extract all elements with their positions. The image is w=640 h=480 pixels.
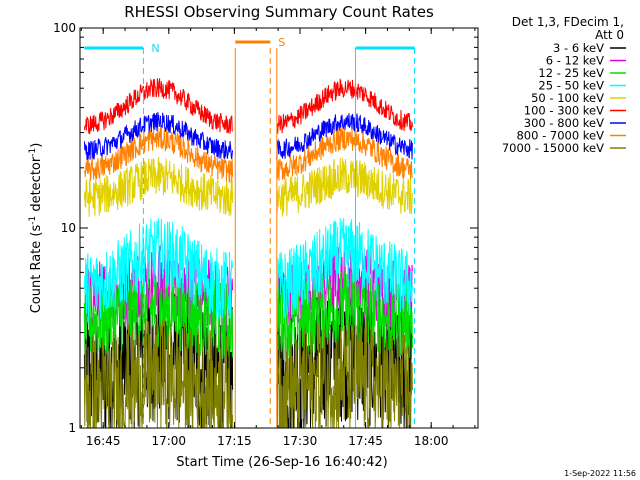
legend-header-1: Det 1,3, FDecim 1, bbox=[512, 15, 624, 29]
y-label-part: ) bbox=[29, 143, 44, 148]
series-line bbox=[83, 156, 234, 218]
legend-header-2: Att 0 bbox=[595, 28, 624, 42]
legend-entry-label: 6 - 12 keV bbox=[546, 54, 604, 68]
series-line bbox=[276, 218, 413, 319]
y-label-part: Count Rate (s bbox=[29, 225, 44, 314]
legend-entry-label: 7000 - 15000 keV bbox=[502, 141, 604, 155]
x-tick-label: 17:30 bbox=[283, 434, 318, 448]
y-label-sup: -1 bbox=[28, 148, 38, 157]
legend-entry-label: 12 - 25 keV bbox=[538, 66, 604, 80]
series-line bbox=[276, 157, 413, 217]
legend-entry-label: 3 - 6 keV bbox=[553, 41, 604, 55]
y-tick-label: 10 bbox=[61, 221, 76, 235]
chart-title: RHESSI Observing Summary Count Rates bbox=[124, 3, 434, 21]
series-line bbox=[83, 268, 234, 359]
series-line bbox=[276, 113, 413, 160]
x-tick-label: 17:00 bbox=[151, 434, 186, 448]
legend-entry-label: 100 - 300 keV bbox=[524, 104, 604, 118]
axis-layer: 16:45 17:00 17:15 17:30 17:45 18:00 1 10 100 bbox=[53, 21, 478, 448]
series-line bbox=[276, 127, 413, 181]
x-tick-label: 16:45 bbox=[86, 434, 121, 448]
x-tick-label: 17:45 bbox=[348, 434, 383, 448]
legend-entry-label: 300 - 800 keV bbox=[524, 116, 604, 130]
series-line bbox=[83, 317, 234, 429]
marker-label: N bbox=[151, 42, 159, 55]
y-label-part: detector bbox=[29, 156, 44, 216]
series-line bbox=[83, 111, 234, 162]
y-label-sup: -1 bbox=[28, 216, 38, 225]
series-line bbox=[83, 78, 234, 135]
series-line bbox=[276, 319, 413, 429]
series-line bbox=[83, 126, 234, 184]
legend-entry-label: 25 - 50 keV bbox=[538, 79, 604, 93]
marker-label: S bbox=[278, 36, 285, 49]
legend-entry-label: 800 - 7000 keV bbox=[516, 129, 604, 143]
timestamp: 1-Sep-2022 11:56 bbox=[564, 469, 636, 478]
y-tick-label: 1 bbox=[68, 421, 76, 435]
series-line bbox=[276, 77, 413, 134]
y-tick-label: 100 bbox=[53, 21, 76, 35]
y-axis-label: Count Rate (s-1 detector-1) bbox=[28, 143, 44, 314]
series-layer bbox=[83, 77, 413, 429]
x-axis-label: Start Time (26-Sep-16 16:40:42) bbox=[176, 455, 387, 470]
legend-entry-label: 50 - 100 keV bbox=[531, 91, 604, 105]
x-tick-label: 18:00 bbox=[414, 434, 449, 448]
x-tick-label: 17:15 bbox=[217, 434, 252, 448]
series-line bbox=[83, 218, 234, 323]
